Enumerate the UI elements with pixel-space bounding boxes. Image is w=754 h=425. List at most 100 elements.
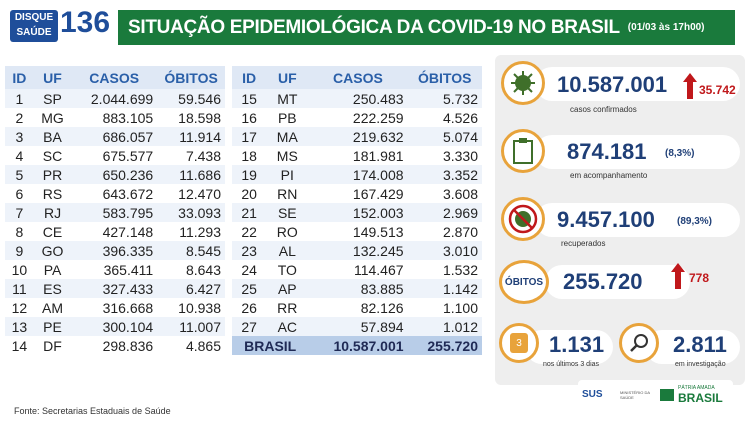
column-header: UF [33, 66, 72, 89]
logo-bottom: SAÚDE [16, 27, 52, 38]
cell: 19 [232, 165, 267, 184]
card [525, 330, 613, 364]
cell: 174.008 [308, 165, 408, 184]
cell: 7 [5, 203, 34, 222]
cell: BRASIL [232, 336, 309, 355]
cell: 18.598 [178, 109, 221, 126]
cell: 10.587.001 [308, 336, 408, 355]
cell: 2.969 [407, 203, 482, 222]
cell: 11.914 [157, 127, 225, 146]
cell: PB [277, 109, 297, 126]
date: (01/03 às 17h00) [627, 22, 705, 33]
confirmed-label: casos confirmados [570, 105, 637, 114]
cell: 25 [232, 279, 267, 298]
cell: 3.352 [407, 165, 482, 184]
cell: 5.732 [407, 89, 482, 108]
cell: 2.044.699 [71, 89, 158, 108]
cell: 11.686 [157, 165, 225, 184]
monitoring-value: 874.181 [567, 139, 647, 164]
cell: 21 [232, 203, 267, 222]
card [645, 330, 740, 364]
cell: DF [43, 337, 62, 354]
investigation-value: 2.811 [673, 332, 727, 357]
table-row: 24 TO 114.467 1.532 [232, 260, 482, 279]
recovered-label: recuperados [561, 239, 606, 248]
cell: 1.142 [407, 279, 482, 298]
table-row: 21 SE 152.003 2.969 [232, 203, 482, 222]
logo-number: 136 [60, 6, 111, 39]
clipboard-icon [513, 138, 533, 164]
cell: CE [42, 223, 63, 240]
logo: DISQUE SAÚDE 136 [10, 6, 110, 42]
motto: PÁTRIA AMADA [678, 385, 715, 391]
cell: 300.104 [71, 317, 158, 336]
summary-panel: 10.587.001 35.742 casos confirmados 874.… [495, 55, 745, 385]
cell: SC [42, 147, 63, 164]
deaths-value: 255.720 [563, 269, 643, 294]
cell: 27 [232, 317, 267, 336]
cell: 883.105 [102, 109, 154, 126]
icon [619, 323, 659, 363]
cell: 5 [5, 165, 34, 184]
cell: 675.577 [102, 147, 154, 164]
title: SITUAÇÃO EPIDEMIOLÓGICA DA COVID-19 NO B… [128, 16, 620, 38]
table-row: 1 SP 2.044.699 59.546 [5, 89, 225, 108]
table-row: 4 SC 675.577 7.438 [5, 146, 225, 165]
recent-label: nos últimos 3 dias [543, 361, 600, 368]
table-left: ID UF CASOS ÓBITOS 1 SP 2.044.699 59.546 2 MG 883.… [5, 66, 225, 355]
recovered-icon [508, 204, 538, 234]
column-header: ÓBITOS [407, 66, 482, 89]
cell: 1.012 [407, 317, 482, 336]
cell: PR [33, 165, 72, 184]
table-row: 23 AL 132.245 3.010 [232, 241, 482, 260]
recovered-percent: (89,3%) [677, 216, 713, 227]
cell: 132.245 [308, 241, 408, 260]
cell: 83.885 [308, 279, 408, 298]
cell: AC [266, 317, 309, 336]
confirmed-value: 10.587.001 [557, 72, 668, 97]
cell: 152.003 [308, 203, 408, 222]
table-row: 7 RJ 583.795 33.093 [5, 203, 225, 222]
table-row: 8 CE 427.148 11.293 [5, 222, 225, 241]
table-right: ID UF CASOS ÓBITOS 15 MT 250.483 5.732 16 PB 222.2… [232, 66, 482, 355]
cell: 11.293 [179, 223, 221, 240]
source: Fonte: Secretarias Estaduais de Saúde [14, 406, 171, 416]
cell: 1.532 [442, 261, 478, 278]
column-header: CASOS [308, 66, 408, 89]
monitoring-label: em acompanhamento [570, 171, 648, 180]
table-row: 9 GO 396.335 8.545 [5, 241, 225, 260]
header-row: ID UF CASOS ÓBITOS [5, 66, 225, 89]
cell: 298.836 [102, 337, 154, 354]
cell: 15 [232, 89, 267, 108]
cell: 8.545 [157, 241, 225, 260]
cell: 327.433 [71, 279, 158, 298]
flag [660, 389, 674, 401]
cell: 57.894 [308, 317, 408, 336]
table-row: 14 DF 298.836 4.865 [5, 336, 225, 355]
deaths-increase: 778 [689, 271, 710, 285]
cell: 2.870 [442, 223, 478, 240]
card [535, 203, 740, 237]
cell: 20 [241, 185, 257, 202]
cell: 3.330 [442, 147, 478, 164]
cell: 12 [11, 299, 28, 316]
cell: 3.010 [407, 241, 482, 260]
cell: 427.148 [102, 223, 154, 240]
recovered-value: 9.457.100 [557, 207, 655, 232]
cell: 1 [5, 89, 34, 108]
cell: 33.093 [157, 203, 225, 222]
icon: 3 [499, 323, 539, 363]
icon [501, 129, 545, 173]
cell: 643.672 [102, 185, 154, 202]
cell: SE [266, 203, 309, 222]
virus-icon [511, 71, 535, 95]
table-row: 12 AM 316.668 10.938 [5, 298, 225, 317]
ministry: MINISTÉRIO DA SAÚDE [620, 390, 650, 400]
cell: 1.100 [442, 299, 478, 316]
card [535, 67, 740, 101]
cell: AL [266, 241, 309, 260]
cell: 583.795 [71, 203, 158, 222]
title-bar: SITUAÇÃO EPIDEMIOLÓGICA DA COVID-19 NO B… [118, 10, 735, 45]
cell: MT [266, 89, 309, 108]
